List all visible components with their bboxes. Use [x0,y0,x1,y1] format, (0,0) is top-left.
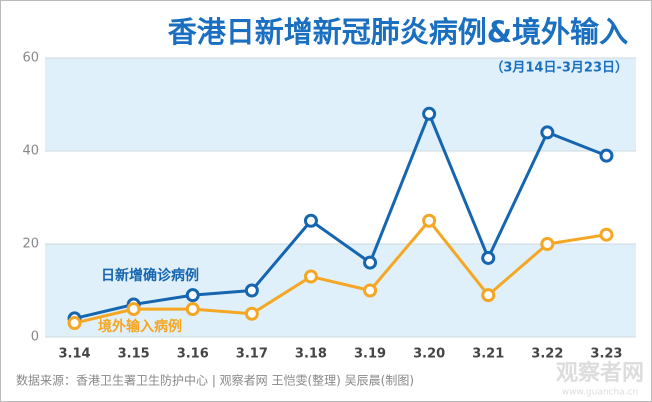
source: 数据来源：香港卫生署卫生防护中心 | 观察者网 王恺雯(整理) 吴辰晨(制图) [16,373,414,388]
band [45,58,636,151]
point [244,283,259,298]
point [422,106,437,121]
point [363,283,378,298]
point [185,288,200,303]
point [599,148,614,163]
series-label: 境外输入病例 [98,318,182,335]
series-line [74,219,607,325]
x-tick-label: 3.19 [354,347,386,362]
chart-title: 香港日新增新冠肺炎病例&境外输入 [168,15,628,49]
x-tick-label: 3.21 [472,347,504,362]
x-tick-label: 3.18 [295,347,327,362]
point [481,250,496,265]
point [126,302,141,317]
point [481,288,496,303]
point [363,255,378,270]
series-line [74,112,607,320]
chart-subtitle: （3月14日-3月23日） [490,60,628,76]
x-tick-label: 3.16 [177,347,209,362]
point [303,269,318,284]
x-tick-label: 3.15 [118,347,150,362]
y-tick-label: 60 [22,51,39,66]
series-label: 日新增确诊病例 [101,267,199,284]
point [185,302,200,317]
x-tick-label: 3.17 [236,347,268,362]
y-tick-label: 0 [31,330,39,345]
band [45,244,636,337]
y-tick-label: 40 [22,144,39,159]
point [244,306,259,321]
point [540,125,555,140]
watermark: 观察者网 [556,360,644,386]
point [599,227,614,242]
point [67,316,82,331]
watermark-url: www.guancha.cn [562,388,638,398]
point [422,213,437,228]
x-tick-label: 3.14 [59,347,91,362]
x-tick-label: 3.23 [590,347,622,362]
point [303,213,318,228]
plot-area: 0 20 40 60 3.14 3.15 3.16 3.17 3.18 3.19 3.20 3.21 3… [22,51,636,362]
y-tick-label: 20 [22,237,39,252]
x-tick-label: 3.22 [531,347,563,362]
x-tick-label: 3.20 [413,347,445,362]
point [540,237,555,251]
